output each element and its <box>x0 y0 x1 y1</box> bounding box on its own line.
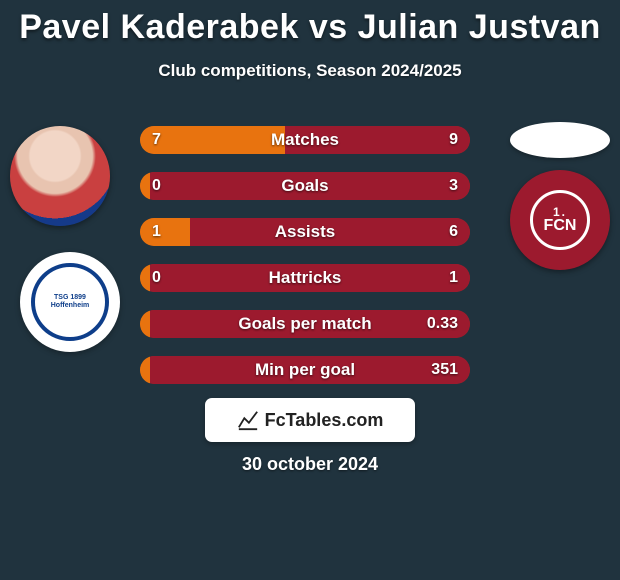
bar-value-left: 7 <box>152 126 161 154</box>
club-left-line2: Hoffenheim <box>51 302 90 310</box>
bar-label: Hattricks <box>140 264 470 292</box>
player-photo-left <box>10 126 110 226</box>
date-text: 30 october 2024 <box>0 454 620 475</box>
chart-icon <box>237 409 259 431</box>
stat-bars: Matches79Goals03Assists16Hattricks01Goal… <box>140 126 470 402</box>
bar-value-right: 1 <box>449 264 458 292</box>
subtitle: Club competitions, Season 2024/2025 <box>0 61 620 81</box>
club-badge-left-inner: TSG 1899 Hoffenheim <box>31 263 109 341</box>
stat-row: Goals0 3 <box>140 172 470 200</box>
club-left-line1: TSG 1899 <box>54 294 86 302</box>
bar-value-right: 9 <box>449 126 458 154</box>
page-title: Pavel Kaderabek vs Julian Justvan <box>0 0 620 47</box>
club-right-line2: FCN <box>544 218 577 234</box>
footer-label: FcTables.com <box>265 410 384 431</box>
player-shape-right <box>510 122 610 158</box>
bar-label: Matches <box>140 126 470 154</box>
bar-label: Goals <box>140 172 470 200</box>
bar-value-left: 0 <box>152 264 161 292</box>
bar-label: Assists <box>140 218 470 246</box>
stat-row: Min per goal351 <box>140 356 470 384</box>
bar-label: Min per goal <box>140 356 470 384</box>
club-badge-right: 1. FCN <box>510 170 610 270</box>
bar-value-right: 0.33 <box>427 310 458 338</box>
stat-row: Goals per match0.33 <box>140 310 470 338</box>
club-badge-right-inner: 1. FCN <box>530 190 590 250</box>
footer-badge: FcTables.com <box>205 398 415 442</box>
stat-row: Matches7 9 <box>140 126 470 154</box>
stat-row: Assists1 6 <box>140 218 470 246</box>
bar-value-right: 6 <box>449 218 458 246</box>
bar-value-left: 1 <box>152 218 161 246</box>
bar-label: Goals per match <box>140 310 470 338</box>
bar-value-left: 0 <box>152 172 161 200</box>
stat-row: Hattricks0 1 <box>140 264 470 292</box>
bar-value-right: 3 <box>449 172 458 200</box>
club-badge-left: TSG 1899 Hoffenheim <box>20 252 120 352</box>
bar-value-right: 351 <box>431 356 458 384</box>
